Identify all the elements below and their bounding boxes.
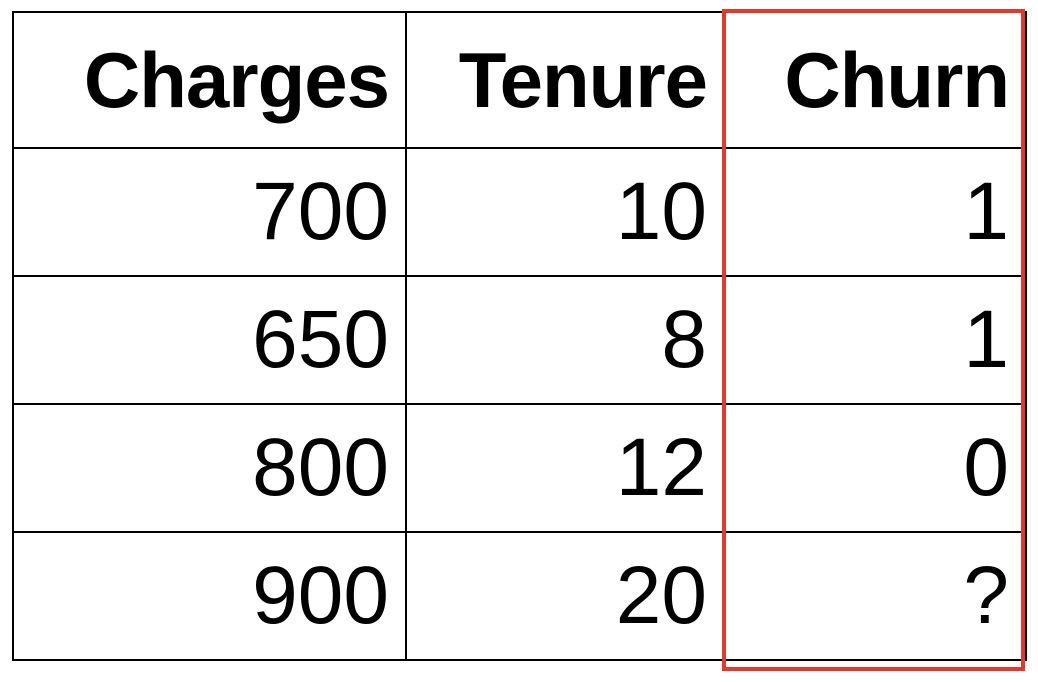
cell-charges: 900	[12, 531, 407, 661]
cell-churn: 1	[723, 147, 1027, 277]
table-row: 800 12 0	[12, 403, 1027, 533]
table-row: 900 20 ?	[12, 531, 1027, 661]
table-row: 700 10 1	[12, 147, 1027, 277]
header-charges: Charges	[12, 11, 407, 149]
cell-charges: 650	[12, 275, 407, 405]
cell-charges: 700	[12, 147, 407, 277]
cell-churn: ?	[723, 531, 1027, 661]
cell-tenure: 10	[405, 147, 725, 277]
cell-tenure: 20	[405, 531, 725, 661]
cell-churn: 1	[723, 275, 1027, 405]
header-row: Charges Tenure Churn	[12, 11, 1027, 149]
header-tenure: Tenure	[405, 11, 725, 149]
cell-churn: 0	[723, 403, 1027, 533]
cell-tenure: 8	[405, 275, 725, 405]
data-table: Charges Tenure Churn 700 10 1 650 8 1 80…	[12, 11, 1027, 661]
cell-charges: 800	[12, 403, 407, 533]
table-row: 650 8 1	[12, 275, 1027, 405]
header-churn: Churn	[723, 11, 1027, 149]
cell-tenure: 12	[405, 403, 725, 533]
